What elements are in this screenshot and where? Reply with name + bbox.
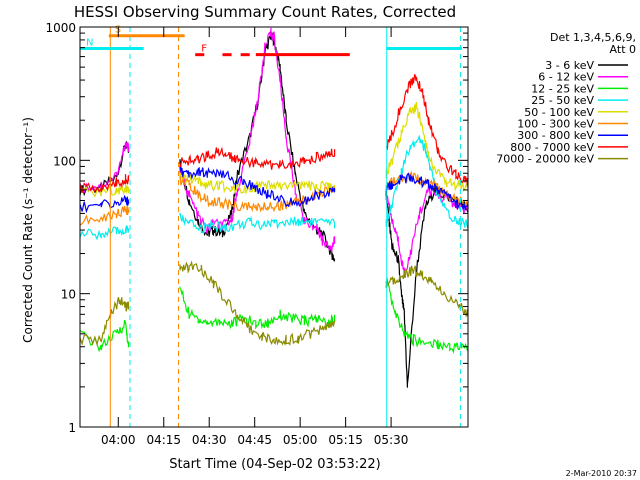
legend-label: 3 - 6 keV	[545, 59, 594, 72]
legend-label: 800 - 7000 keV	[510, 141, 594, 154]
y-axis-label: Corrected Count Rate (s⁻¹ detector⁻¹)	[21, 117, 35, 343]
legend-header-1: Det 1,3,4,5,6,9,	[550, 31, 636, 44]
series-line	[79, 101, 468, 198]
plot-area: SNF	[79, 25, 469, 427]
flag-label: F	[201, 44, 207, 55]
footer-date: 2-Mar-2010 20:37	[566, 469, 637, 478]
legend-label: 6 - 12 keV	[538, 71, 594, 84]
legend-label: 25 - 50 keV	[531, 94, 594, 107]
legend-label: 100 - 300 keV	[517, 118, 594, 131]
legend-label: 300 - 800 keV	[517, 129, 594, 142]
flag-label: N	[86, 37, 93, 48]
x-tick-label: 04:15	[146, 433, 181, 447]
legend-header-2: Att 0	[610, 43, 636, 56]
legend-label: 12 - 25 keV	[531, 82, 594, 95]
axes: 1 10 100 1000 04:00 04:15 04:30 04:45 05:00 05:15…	[45, 21, 468, 447]
series-line	[79, 260, 469, 347]
series-line	[79, 166, 469, 214]
legend-label: 50 - 100 keV	[524, 106, 594, 119]
x-tick-label: 05:00	[283, 433, 318, 447]
x-tick-label: 04:45	[237, 433, 272, 447]
x-tick-label: 04:30	[192, 433, 227, 447]
x-tick-label: 05:15	[328, 433, 363, 447]
x-axis-label: Start Time (04-Sep-02 03:53:22)	[169, 457, 380, 472]
y-tick-label: 1	[68, 421, 76, 435]
series-line	[79, 135, 469, 241]
plot-frame	[79, 26, 469, 428]
y-tick-label: 10	[61, 288, 76, 302]
y-tick-label: 1000	[45, 21, 76, 35]
y-tick-label: 100	[53, 154, 76, 168]
legend-label: 7000 - 20000 keV	[496, 153, 594, 166]
chart-title: HESSI Observing Summary Count Rates, Cor…	[74, 3, 456, 21]
x-tick-label: 04:00	[101, 433, 136, 447]
series-line	[79, 27, 468, 277]
x-tick-label: 05:30	[374, 433, 409, 447]
series-line	[79, 74, 469, 194]
